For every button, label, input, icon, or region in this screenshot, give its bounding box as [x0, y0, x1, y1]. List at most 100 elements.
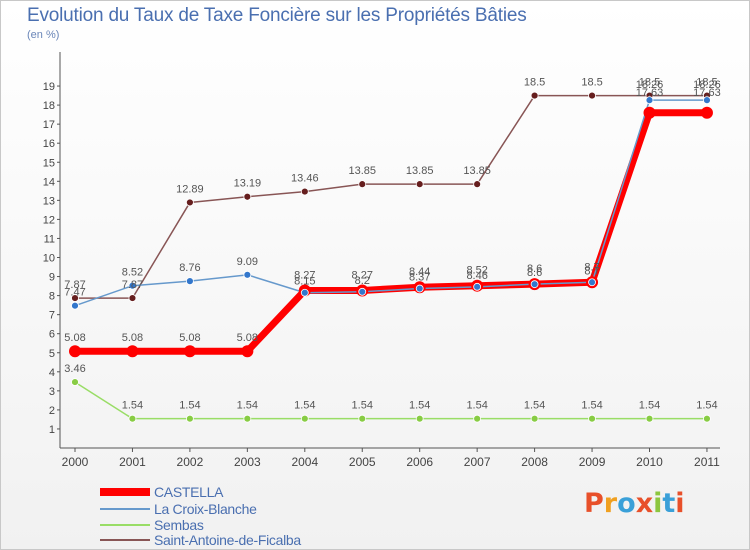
y-tick-label: 16 [43, 138, 55, 150]
data-point [358, 180, 367, 189]
series-line-3 [74, 94, 708, 299]
data-label: 13.19 [234, 178, 262, 190]
data-label: 17.63 [636, 87, 664, 99]
data-label: 8.7 [584, 261, 599, 273]
y-tick-label: 18 [43, 100, 55, 112]
data-label: 8.27 [352, 269, 373, 281]
data-point [415, 180, 424, 189]
brand-logo: Proxiti [584, 488, 685, 519]
data-label: 1.54 [122, 400, 143, 412]
data-label: 8.27 [294, 269, 315, 281]
series-line-0 [71, 109, 711, 355]
x-tick-label: 2001 [119, 455, 146, 469]
x-tick-label: 2006 [406, 455, 433, 469]
data-point [415, 284, 424, 293]
data-point [243, 414, 252, 423]
data-point [645, 414, 654, 423]
y-tick-label: 19 [43, 81, 55, 93]
y-tick-label: 11 [44, 233, 55, 245]
y-tick-label: 4 [49, 367, 55, 379]
data-label: 1.54 [409, 400, 430, 412]
data-point [588, 91, 596, 100]
data-label: 18.26 [636, 79, 664, 91]
y-tick-label: 1 [49, 424, 55, 436]
data-label: 8.37 [409, 272, 430, 284]
data-label: 1.54 [179, 400, 200, 412]
data-point [473, 414, 482, 423]
data-label: 13.85 [348, 165, 376, 177]
data-label: 17.63 [693, 87, 721, 99]
data-label: 18.5 [639, 77, 660, 89]
data-label: 1.54 [639, 400, 660, 412]
data-label: 13.85 [406, 165, 434, 177]
data-label: 1.54 [696, 400, 717, 412]
data-label: 8.52 [122, 267, 143, 279]
data-point [243, 192, 252, 201]
data-point [643, 106, 656, 119]
y-tick-label: 2 [49, 405, 55, 417]
data-point [700, 106, 713, 119]
data-label: 8.6 [527, 263, 542, 275]
x-tick-label: 2002 [177, 455, 204, 469]
data-label: 5.08 [122, 332, 143, 344]
data-point [243, 270, 252, 279]
legend-swatch [100, 539, 150, 541]
data-label: 1.54 [581, 400, 602, 412]
data-point [358, 287, 367, 296]
data-point [588, 414, 596, 423]
data-label: 8.46 [466, 270, 487, 282]
x-tick-label: 2004 [291, 455, 318, 469]
data-point [128, 414, 137, 423]
data-point [300, 414, 309, 423]
data-label: 7.87 [64, 279, 85, 291]
data-point [185, 198, 194, 207]
data-label: 8.44 [409, 266, 430, 278]
legend-item-sembas: Sembas [100, 517, 204, 533]
brand-letter: x [635, 488, 654, 519]
data-point [300, 187, 309, 196]
data-point [185, 414, 194, 423]
series-line-1 [74, 99, 708, 307]
data-point [415, 414, 424, 423]
data-label: 18.5 [696, 77, 717, 89]
data-point [703, 414, 711, 423]
data-label: 1.54 [237, 400, 258, 412]
x-tick-label: 2007 [464, 455, 491, 469]
brand-letter: i [653, 488, 663, 519]
data-label: 8.2 [355, 275, 370, 287]
x-tick-label: 2003 [234, 455, 261, 469]
y-tick-label: 7 [49, 310, 55, 322]
data-point [473, 180, 482, 189]
data-label: 18.5 [581, 77, 602, 89]
data-label: 1.54 [352, 400, 373, 412]
data-label: 8.15 [294, 276, 315, 288]
data-point [128, 294, 137, 302]
data-label: 8.76 [179, 262, 200, 274]
data-point [358, 414, 367, 423]
y-tick-label: 17 [43, 119, 55, 131]
data-label: 8.7 [584, 265, 599, 277]
series-line-2 [74, 381, 708, 420]
legend-swatch [100, 508, 150, 510]
data-label: 1.54 [294, 400, 315, 412]
x-tick-label: 2011 [694, 455, 720, 469]
data-label: 3.46 [64, 363, 85, 375]
data-label: 1.54 [466, 400, 487, 412]
data-point [126, 345, 139, 358]
data-label: 7.87 [122, 279, 143, 291]
data-label: 12.89 [176, 183, 204, 195]
brand-letter: o [617, 488, 636, 519]
brand-letter: t [662, 488, 676, 519]
x-tick-label: 2010 [636, 455, 663, 469]
data-point [703, 96, 711, 105]
y-tick-label: 12 [43, 214, 55, 226]
data-label: 18.5 [524, 77, 545, 89]
legend-label: La Croix-Blanche [154, 501, 257, 517]
data-label: 5.08 [179, 332, 200, 344]
legend-item-castella: CASTELLA [100, 484, 223, 500]
data-label: 5.08 [64, 332, 85, 344]
brand-letter: P [584, 488, 604, 519]
legend-label: Saint-Antoine-de-Ficalba [154, 532, 301, 548]
x-tick-label: 2000 [62, 455, 89, 469]
